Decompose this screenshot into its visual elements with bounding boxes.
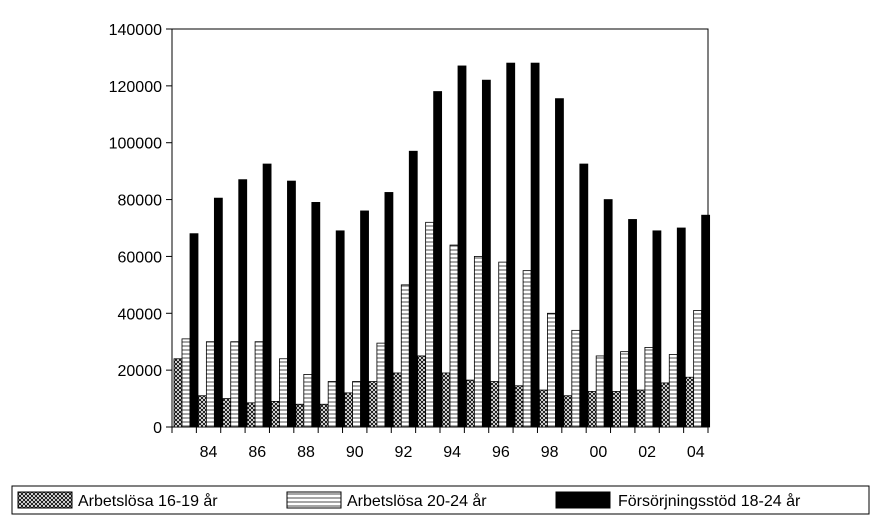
bar-crosshatch-83 <box>173 358 183 428</box>
bar-crosshatch-96 <box>490 381 500 428</box>
bar-crosshatch-98 <box>539 389 548 428</box>
bar-solid-97 <box>530 62 540 428</box>
bar-crosshatch-04 <box>685 376 695 428</box>
bar-crosshatch-85 <box>222 398 232 428</box>
bar-horizontal-lines-94 <box>449 244 459 428</box>
bar-solid-93 <box>433 91 443 428</box>
bar-horizontal-lines-92 <box>400 284 410 428</box>
y-tick-label: 80000 <box>118 193 163 210</box>
legend-frame <box>11 485 870 515</box>
x-tick-label: 96 <box>492 444 510 461</box>
bar-horizontal-lines-04 <box>693 310 703 428</box>
bar-solid-91 <box>384 192 394 428</box>
y-tick-label: 100000 <box>109 136 162 153</box>
y-tick-label: 60000 <box>118 249 163 266</box>
x-tick-label: 04 <box>687 444 705 461</box>
bar-horizontal-lines-91 <box>376 342 386 428</box>
x-tick-label: 00 <box>589 444 607 461</box>
bar-crosshatch-86 <box>246 402 256 428</box>
bar-crosshatch-91 <box>368 381 378 428</box>
bar-solid-89 <box>335 230 345 428</box>
y-tick-label: 20000 <box>118 363 163 380</box>
bar-crosshatch-95 <box>465 379 475 428</box>
bar-solid-01 <box>628 219 637 428</box>
bar-crosshatch-94 <box>441 372 451 428</box>
bars <box>173 62 711 428</box>
bar-crosshatch-01 <box>612 391 621 428</box>
bar-solid-00 <box>603 199 613 428</box>
bar-crosshatch-00 <box>587 391 597 428</box>
bar-crosshatch-02 <box>636 389 646 428</box>
legend-label: Arbetslösa 16-19 år <box>78 492 218 510</box>
bar-solid-04 <box>701 214 711 428</box>
y-axis: 0 20000 40000 60000 80000 100000 120000 140000 <box>109 22 172 437</box>
bar-solid-94 <box>457 65 467 428</box>
x-tick-label: 94 <box>443 444 461 461</box>
x-tick-label: 86 <box>248 444 266 461</box>
bar-solid-83 <box>189 233 199 428</box>
y-tick-label: 40000 <box>118 306 163 323</box>
bar-solid-92 <box>408 150 418 428</box>
bar-crosshatch-97 <box>514 385 524 428</box>
bar-horizontal-lines-98 <box>547 312 556 428</box>
legend-swatch-crosshatch <box>17 491 73 509</box>
bar-horizontal-lines-99 <box>571 329 581 428</box>
y-tick-label: 0 <box>153 420 162 437</box>
legend-swatch-horizontal-lines <box>286 491 342 509</box>
bar-solid-02 <box>652 230 662 428</box>
bar-solid-03 <box>676 227 686 428</box>
bar-solid-87 <box>287 180 296 428</box>
bar-horizontal-lines-89 <box>327 381 337 428</box>
bar-crosshatch-90 <box>344 392 353 428</box>
bar-horizontal-lines-86 <box>254 341 264 428</box>
bar-solid-85 <box>238 179 248 428</box>
bar-horizontal-lines-90 <box>352 381 361 428</box>
x-tick-label: 84 <box>200 444 218 461</box>
bar-horizontal-lines-02 <box>644 346 654 428</box>
bar-solid-86 <box>262 163 272 428</box>
legend-swatch-solid <box>555 491 611 509</box>
bar-horizontal-lines-03 <box>668 354 678 428</box>
bar-solid-99 <box>579 163 589 428</box>
bar-horizontal-lines-88 <box>303 374 313 428</box>
legend: Arbetslösa 16-19 år Arbetslösa 20-24 år Fö… <box>11 485 870 515</box>
bar-crosshatch-93 <box>417 355 427 428</box>
bar-horizontal-lines-93 <box>425 221 435 428</box>
bar-crosshatch-03 <box>660 382 670 428</box>
x-tick-label: 98 <box>541 444 559 461</box>
legend-label: Försörjningsstöd 18-24 år <box>618 492 801 510</box>
bar-crosshatch-84 <box>197 395 207 428</box>
y-tick-label: 120000 <box>109 79 162 96</box>
bar-horizontal-lines-95 <box>473 256 483 428</box>
bar-horizontal-lines-87 <box>279 358 288 428</box>
bar-crosshatch-89 <box>319 403 329 428</box>
bar-solid-90 <box>360 210 369 428</box>
bar-horizontal-lines-85 <box>230 341 240 428</box>
bar-solid-84 <box>213 197 223 428</box>
bar-crosshatch-99 <box>563 395 573 428</box>
bar-horizontal-lines-97 <box>522 270 532 428</box>
bar-horizontal-lines-84 <box>205 341 215 428</box>
bar-crosshatch-88 <box>295 403 305 428</box>
x-tick-label: 02 <box>638 444 656 461</box>
bar-horizontal-lines-01 <box>620 351 629 428</box>
bar-solid-95 <box>481 79 491 428</box>
bar-solid-96 <box>506 62 516 428</box>
x-axis: 84 86 88 90 92 94 96 98 00 02 04 <box>171 427 709 461</box>
bar-horizontal-lines-00 <box>595 355 605 428</box>
x-tick-label: 88 <box>297 444 315 461</box>
bar-crosshatch-92 <box>392 372 402 428</box>
bar-horizontal-lines-96 <box>498 261 508 428</box>
bar-crosshatch-87 <box>271 401 280 428</box>
x-tick-label: 90 <box>346 444 364 461</box>
y-tick-label: 140000 <box>109 22 162 39</box>
x-tick-label: 92 <box>395 444 413 461</box>
bar-solid-98 <box>555 98 564 428</box>
bar-horizontal-lines-83 <box>181 338 191 428</box>
bar-solid-88 <box>311 202 321 428</box>
legend-label: Arbetslösa 20-24 år <box>347 492 487 510</box>
